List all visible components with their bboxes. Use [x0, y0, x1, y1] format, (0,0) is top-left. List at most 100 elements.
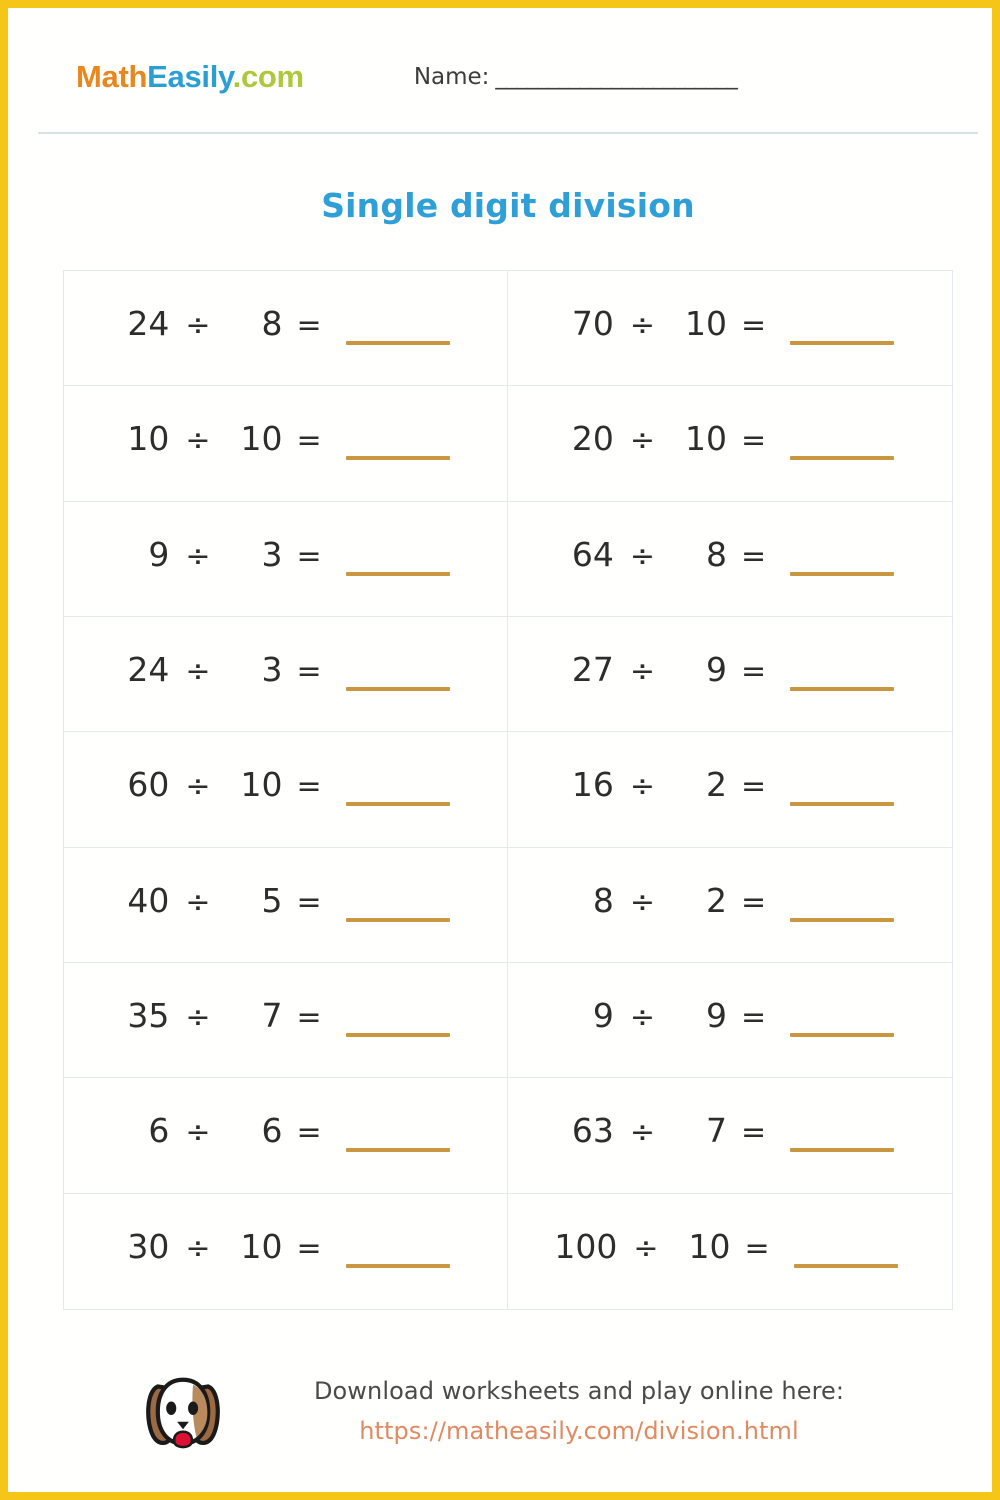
equals-icon: =	[744, 1231, 770, 1267]
divide-icon: ÷	[185, 538, 211, 574]
footer-text-block: Download worksheets and play online here…	[225, 1377, 933, 1445]
dividend: 6	[148, 1111, 170, 1151]
problem-cell: 24 ÷ 8 =	[64, 271, 508, 387]
answer-blank[interactable]	[340, 993, 458, 1038]
footer-caption: Download worksheets and play online here…	[313, 1377, 845, 1405]
problem-cell: 10 ÷ 10 =	[64, 386, 508, 502]
logo-segment-math: Math	[76, 59, 148, 94]
equals-icon: =	[296, 769, 322, 805]
problem-cell: 9 ÷ 3 =	[64, 501, 508, 617]
answer-blank[interactable]	[784, 993, 902, 1038]
problem-grid: 24 ÷ 8 = 70 ÷ 10 = 10 ÷ 10 = 20 ÷ 10 = 9 ÷ 3 = 64 ÷ 8 = 24 ÷ 3 = 27 ÷…	[63, 270, 953, 1310]
equals-icon: =	[296, 884, 322, 920]
division-problem: 6 ÷ 6 =	[113, 1108, 458, 1153]
divisor: 10	[688, 1227, 731, 1267]
answer-blank[interactable]	[340, 1224, 458, 1269]
problem-cell: 40 ÷ 5 =	[64, 847, 508, 963]
problem-cell: 9 ÷ 9 =	[508, 963, 952, 1079]
divide-icon: ÷	[629, 1000, 655, 1036]
equals-icon: =	[296, 1000, 322, 1036]
divisor: 9	[706, 996, 727, 1036]
page-title: Single digit division	[321, 186, 695, 225]
division-problem: 9 ÷ 9 =	[558, 993, 902, 1038]
dividend: 63	[571, 1111, 614, 1151]
divide-icon: ÷	[629, 308, 655, 344]
divide-icon: ÷	[185, 1231, 211, 1267]
answer-blank[interactable]	[340, 1108, 458, 1153]
site-logo[interactable]: MathEasily.com	[76, 59, 304, 95]
division-problem: 16 ÷ 2 =	[558, 762, 902, 807]
answer-blank[interactable]	[340, 647, 458, 692]
answer-underline	[790, 687, 895, 692]
answer-underline	[790, 456, 895, 461]
equals-icon: =	[741, 1000, 767, 1036]
equals-icon: =	[296, 1115, 322, 1151]
equals-icon: =	[296, 654, 322, 690]
answer-underline	[793, 1264, 898, 1269]
dividend: 30	[127, 1227, 170, 1267]
division-problem: 24 ÷ 8 =	[113, 301, 458, 346]
divisor: 10	[240, 765, 283, 805]
dividend: 100	[554, 1227, 618, 1267]
header-divider	[38, 132, 978, 134]
divisor: 10	[240, 1227, 283, 1267]
divisor: 3	[261, 534, 283, 574]
answer-blank[interactable]	[784, 647, 902, 692]
dividend: 70	[571, 304, 614, 344]
problem-cell: 20 ÷ 10 =	[508, 386, 952, 502]
dividend: 20	[571, 419, 614, 459]
divide-icon: ÷	[185, 654, 211, 690]
page-footer: Download worksheets and play online here…	[63, 1363, 953, 1483]
problem-cell: 70 ÷ 10 =	[508, 271, 952, 387]
divisor: 7	[706, 1111, 727, 1151]
dividend: 16	[571, 765, 614, 805]
divisor: 2	[706, 880, 727, 920]
answer-blank[interactable]	[340, 416, 458, 461]
division-problem: 64 ÷ 8 =	[558, 532, 902, 576]
answer-blank[interactable]	[340, 762, 458, 807]
answer-underline	[790, 802, 895, 807]
logo-segment-easily: Easily	[147, 59, 233, 94]
answer-underline	[790, 917, 895, 922]
dividend: 9	[148, 534, 170, 574]
divide-icon: ÷	[629, 769, 655, 805]
divide-icon: ÷	[185, 1000, 211, 1036]
footer-url-link[interactable]: https://matheasily.com/division.html	[359, 1417, 799, 1445]
equals-icon: =	[296, 538, 322, 574]
division-problem: 63 ÷ 7 =	[558, 1108, 902, 1153]
equals-icon: =	[741, 769, 767, 805]
divide-icon: ÷	[629, 1115, 655, 1151]
answer-underline	[345, 571, 450, 576]
answer-underline	[790, 341, 895, 346]
answer-blank[interactable]	[788, 1224, 906, 1269]
division-problem: 40 ÷ 5 =	[113, 878, 458, 922]
dividend: 24	[127, 650, 170, 690]
problem-cell: 6 ÷ 6 =	[64, 1078, 508, 1194]
answer-blank[interactable]	[784, 301, 902, 346]
answer-blank[interactable]	[340, 301, 458, 346]
division-problem: 100 ÷ 10 =	[554, 1224, 906, 1269]
answer-blank[interactable]	[784, 416, 902, 461]
logo-segment-com: .com	[232, 59, 304, 94]
answer-blank[interactable]	[784, 1108, 902, 1153]
dividend: 64	[571, 534, 614, 574]
dividend: 10	[127, 419, 170, 459]
divisor: 10	[685, 419, 727, 459]
answer-blank[interactable]	[784, 532, 902, 576]
answer-blank[interactable]	[340, 878, 458, 922]
name-write-line[interactable]: _______________________	[495, 64, 737, 90]
divisor: 3	[261, 650, 283, 690]
equals-icon: =	[741, 884, 767, 920]
dividend: 35	[127, 996, 170, 1036]
problem-cell: 30 ÷ 10 =	[64, 1193, 508, 1309]
answer-blank[interactable]	[784, 762, 902, 807]
problem-cell: 63 ÷ 7 =	[508, 1078, 952, 1194]
problem-cell: 64 ÷ 8 =	[508, 502, 952, 617]
divisor: 7	[261, 996, 283, 1036]
answer-blank[interactable]	[784, 878, 902, 922]
dividend: 9	[592, 996, 614, 1036]
equals-icon: =	[741, 1115, 767, 1151]
answer-blank[interactable]	[340, 532, 458, 576]
divisor: 9	[706, 650, 727, 690]
